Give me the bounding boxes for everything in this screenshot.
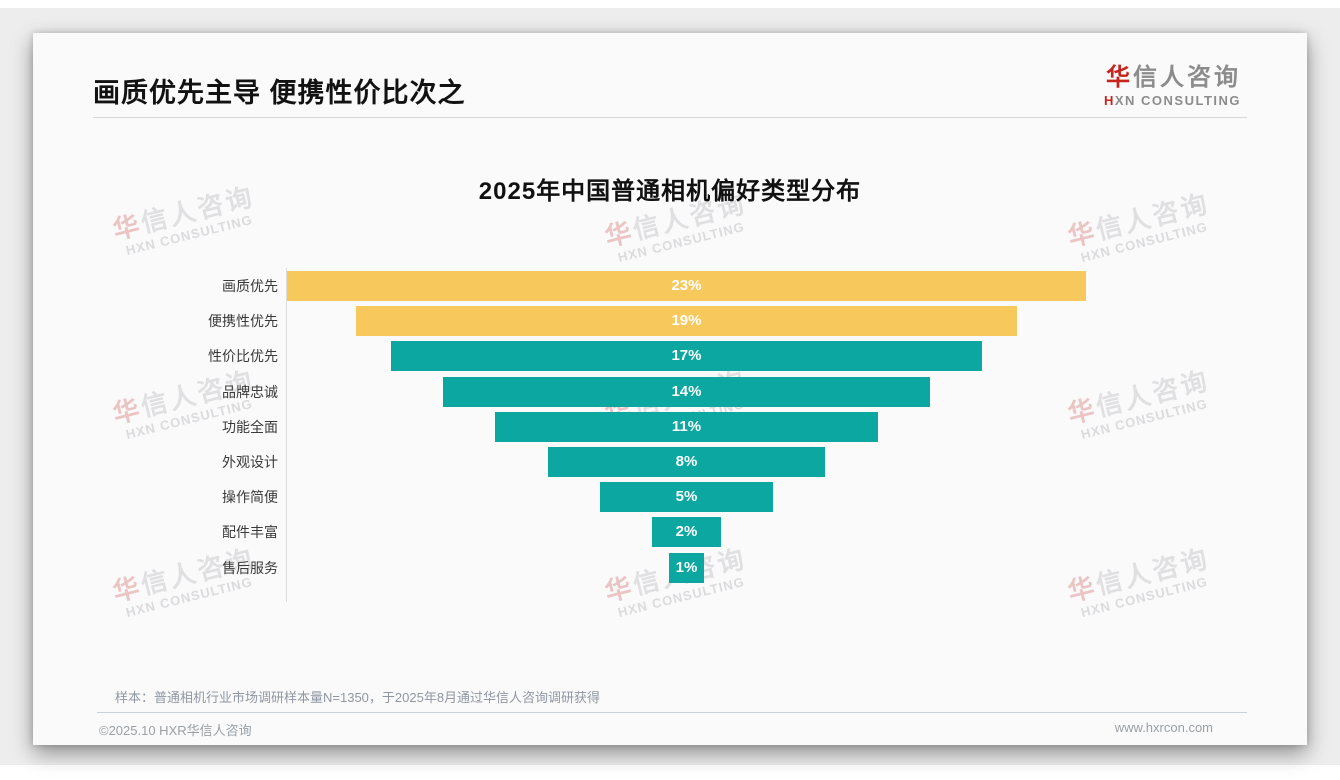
logo-en-rest: XN CONSULTING [1114,93,1241,108]
funnel-bar[interactable]: 11% [495,411,878,442]
chart-title: 2025年中国普通相机偏好类型分布 [478,178,862,205]
category-label: 品牌忠诚 [222,383,278,400]
logo-en-accent: H [1103,93,1115,108]
watermark-cn-text: 华信人咨询 [1064,543,1213,608]
funnel-bar[interactable]: 23% [286,271,1086,301]
website-url: www.hxrcon.com [1114,720,1213,735]
watermark-en-text: HXN CONSULTING [1079,573,1210,620]
logo-cn-text: 华信人咨询 [1104,57,1241,92]
funnel-bar[interactable]: 2% [651,517,722,548]
company-logo: 华信人咨询 HXN CONSULTING [1104,57,1241,108]
sample-note: 样本：普通相机行业市场调研样本量N=1350，于2025年8月通过华信人咨询调研… [115,690,601,705]
funnel-bar[interactable]: 1% [669,552,704,583]
logo-cn-accent: 华 [1106,64,1133,91]
category-label: 外观设计 [222,454,278,470]
category-label: 配件丰富 [222,524,278,541]
category-label: 功能全面 [222,418,278,435]
category-label: 便携性优先 [208,313,278,330]
report-card: 画质优先主导 便携性价比次之 华信人咨询 HXN CONSULTING 2025… [33,33,1307,745]
logo-cn-rest: 信人咨询 [1133,64,1241,91]
watermark-en-text: HXN CONSULTING [1079,218,1210,265]
funnel-bar[interactable]: 5% [599,482,774,513]
funnel-bar[interactable]: 17% [391,341,982,372]
header-divider [93,117,1247,118]
page-title: 画质优先主导 便携性价比次之 [93,78,466,108]
category-label: 售后服务 [222,559,278,576]
watermark-en-text: HXN CONSULTING [124,211,255,258]
watermark-cn-text: 华信人咨询 [1064,365,1213,430]
funnel-bar[interactable]: 19% [356,306,1017,337]
watermark-en-text: HXN CONSULTING [1079,395,1210,442]
funnel-bar[interactable]: 14% [443,376,930,407]
watermark-en-text: HXN CONSULTING [616,218,747,265]
footer-divider [97,712,1247,713]
copyright-text: ©2025.10 HXR华信人咨询 [99,723,252,738]
category-label: 性价比优先 [208,348,278,365]
category-label: 画质优先 [222,278,278,294]
chart-axis-line [286,268,287,602]
funnel-bar[interactable]: 8% [547,447,826,477]
logo-en-text: HXN CONSULTING [1104,93,1241,108]
category-label: 操作简便 [222,489,278,506]
